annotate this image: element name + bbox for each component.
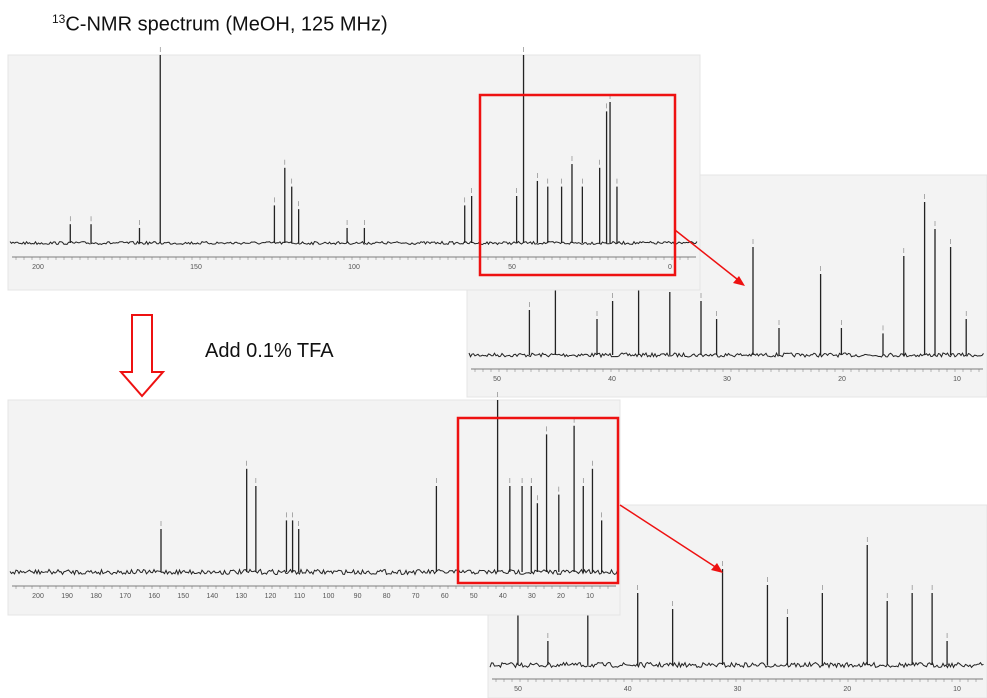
- axis-label: 30: [723, 376, 731, 383]
- title-isotope: 13: [52, 12, 66, 26]
- axis-label: 200: [32, 264, 44, 271]
- axis-label: 30: [734, 686, 742, 693]
- axis-label: 10: [586, 593, 594, 600]
- title-text: C-NMR spectrum (MeOH, 125 MHz): [65, 13, 388, 36]
- axis-label: 150: [177, 593, 189, 600]
- axis-label: 20: [557, 593, 565, 600]
- axis-label: 50: [508, 264, 516, 271]
- axis-label: 80: [383, 593, 391, 600]
- axis-label: 100: [348, 264, 360, 271]
- baseline-noise: [489, 661, 984, 669]
- axis-label: 70: [412, 593, 420, 600]
- axis-label: 180: [90, 593, 102, 600]
- axis-label: 170: [119, 593, 131, 600]
- axis-label: 150: [190, 264, 202, 271]
- axis-label: 100: [323, 593, 335, 600]
- axis-label: 30: [528, 593, 536, 600]
- axis-label: 130: [236, 593, 248, 600]
- zoom-arrow: [619, 504, 721, 571]
- zoom-arrowhead: [733, 276, 745, 286]
- axis-label: 10: [953, 376, 961, 383]
- zoom-region: [456, 416, 620, 585]
- annotation: Add 0.1% TFA: [205, 340, 334, 362]
- figure-title: 13C-NMR spectrum (MeOH, 125 MHz): [52, 12, 388, 37]
- axis-label: 50: [493, 376, 501, 383]
- axis-label: 50: [470, 593, 478, 600]
- axis-label: 160: [148, 593, 160, 600]
- axis-label: 120: [265, 593, 277, 600]
- zoom-region: [478, 93, 677, 277]
- axis-label: 90: [354, 593, 362, 600]
- zoom-arrow: [674, 229, 743, 284]
- spectrum-background: [7, 54, 701, 291]
- baseline-noise: [9, 240, 698, 246]
- process-arrow: [118, 314, 166, 398]
- spectrum-background: [7, 399, 621, 616]
- axis-label: 40: [608, 376, 616, 383]
- axis-label: 0: [668, 264, 672, 271]
- axis-label: 60: [441, 593, 449, 600]
- axis-label: 50: [514, 686, 522, 693]
- axis-label: 20: [843, 686, 851, 693]
- axis-label: 200: [32, 593, 44, 600]
- axis-label: 140: [206, 593, 218, 600]
- axis-label: 40: [499, 593, 507, 600]
- axis-label: 10: [953, 686, 961, 693]
- axis-label: 190: [61, 593, 73, 600]
- axis-label: 40: [624, 686, 632, 693]
- zoom-arrowhead: [711, 563, 723, 573]
- axis-label: 110: [294, 593, 305, 600]
- axis-label: 20: [838, 376, 846, 383]
- baseline-noise: [9, 568, 618, 576]
